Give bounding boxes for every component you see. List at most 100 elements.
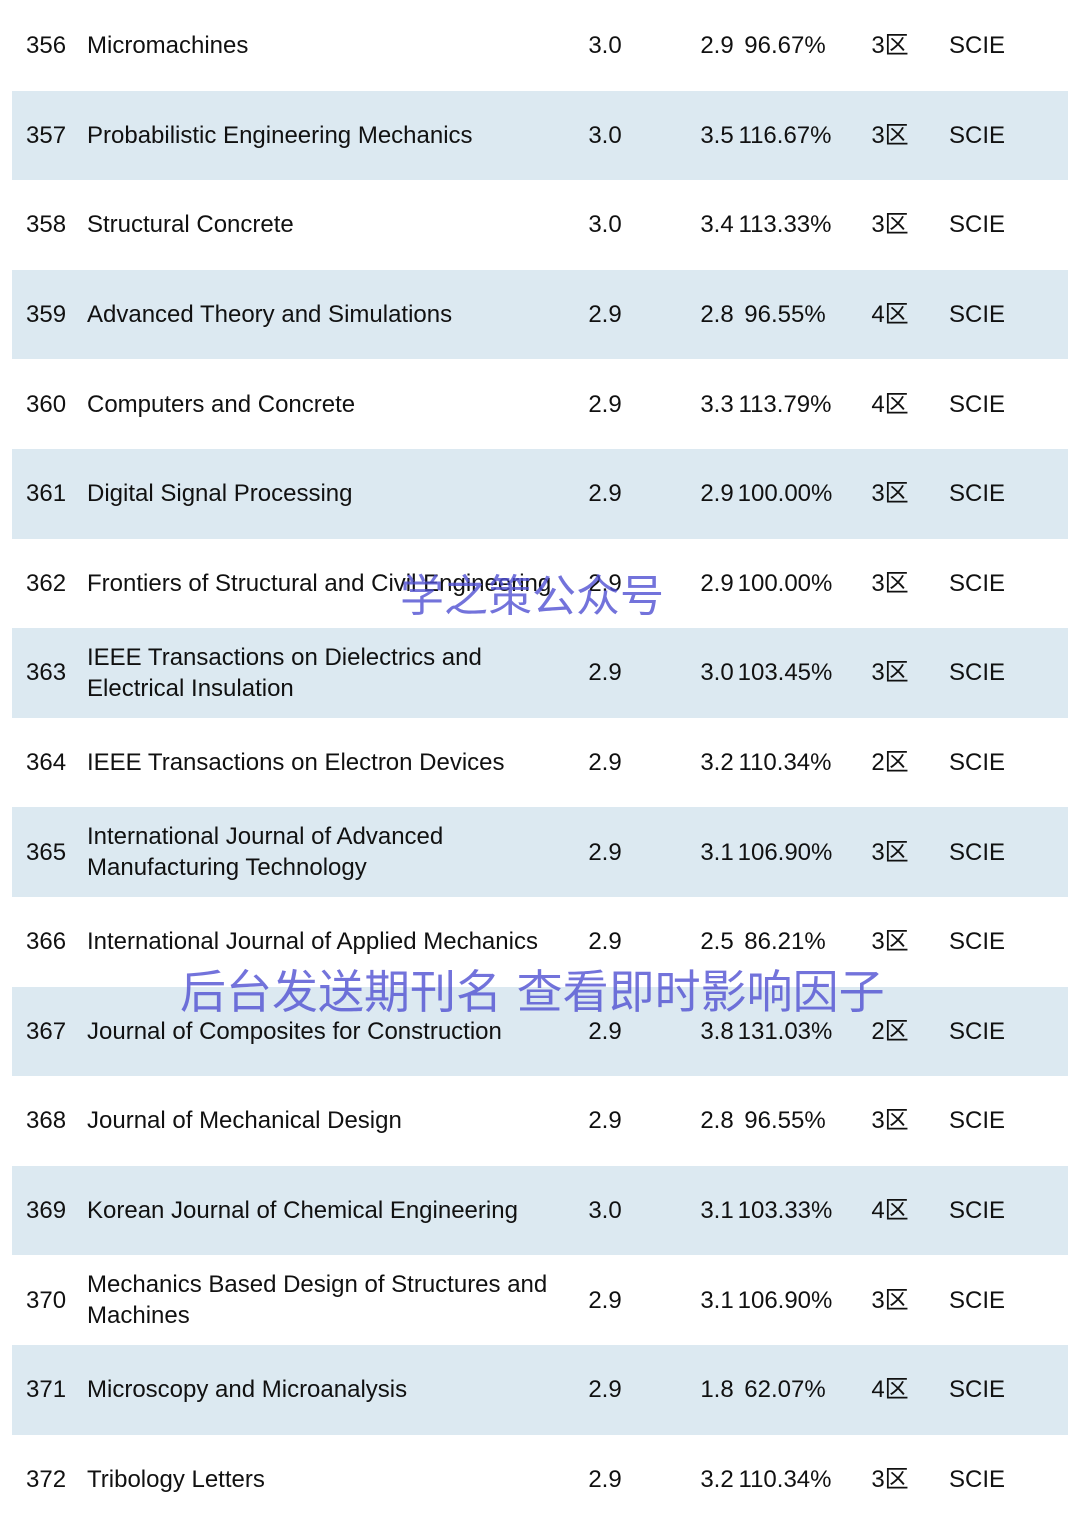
row-number: 369: [26, 1197, 67, 1225]
zone: 3区: [871, 32, 909, 60]
journal-name: International Journal of Advanced Manufa…: [87, 823, 444, 882]
journal-name: Journal of Composites for Construction: [87, 1017, 502, 1045]
zone: 3区: [871, 928, 909, 956]
journal-name: Computers and Concrete: [87, 390, 356, 418]
journal-name: Digital Signal Processing: [87, 480, 353, 508]
zone: 3区: [871, 1465, 909, 1493]
growth-rate: 96.55%: [744, 1107, 826, 1135]
zone: 3区: [871, 480, 909, 508]
row-number: 359: [26, 301, 67, 329]
table-row: 368 Journal of Mechanical Design 2.9 2.8 96.…: [12, 1076, 1068, 1166]
impact-factor: 2.9: [588, 1376, 622, 1404]
new-impact-factor: 2.8: [700, 301, 734, 329]
impact-factor: 2.9: [588, 1286, 622, 1314]
table-row: 372 Tribology Letters 2.9 3.2 110.34% 3区 SCIE: [12, 1435, 1068, 1525]
row-number: 368: [26, 1107, 67, 1135]
impact-factor: 2.9: [588, 1465, 622, 1493]
index: SCIE: [948, 749, 1005, 777]
impact-factor: 3.0: [588, 211, 622, 239]
table-row: 370 Mechanics Based Design of Structures …: [12, 1255, 1068, 1345]
zone: 3区: [871, 659, 909, 687]
impact-factor: 2.9: [588, 569, 622, 597]
index: SCIE: [948, 301, 1005, 329]
new-impact-factor: 3.3: [700, 390, 734, 418]
zone: 4区: [871, 1376, 909, 1404]
new-impact-factor: 3.2: [700, 749, 734, 777]
growth-rate: 96.55%: [744, 301, 826, 329]
journal-name: Korean Journal of Chemical Engineering: [87, 1197, 518, 1225]
index: SCIE: [948, 1376, 1005, 1404]
new-impact-factor: 3.0: [700, 659, 734, 687]
row-number: 367: [26, 1017, 67, 1045]
zone: 3区: [871, 121, 909, 149]
table-row: 364 IEEE Transactions on Electron Devices…: [12, 718, 1068, 808]
journal-name: Frontiers of Structural and Civil Engine…: [87, 569, 552, 597]
journal-name: Journal of Mechanical Design: [87, 1107, 402, 1135]
row-number: 360: [26, 390, 67, 418]
row-number: 371: [26, 1376, 67, 1404]
zone: 3区: [871, 1286, 909, 1314]
impact-factor: 2.9: [588, 1017, 622, 1045]
growth-rate: 100.00%: [737, 480, 833, 508]
impact-factor: 2.9: [588, 1107, 622, 1135]
index: SCIE: [948, 211, 1005, 239]
watermark: 后台发送期刊名 查看即时影响因子: [180, 965, 885, 1019]
impact-factor: 3.0: [588, 1197, 622, 1225]
zone: 4区: [871, 1197, 909, 1225]
zone: 4区: [871, 301, 909, 329]
index: SCIE: [948, 1197, 1005, 1225]
new-impact-factor: 2.9: [700, 569, 734, 597]
index: SCIE: [948, 838, 1005, 866]
row-number: 363: [26, 659, 67, 687]
table-row: 357 Probabilistic Engineering Mechanics 3.…: [12, 90, 1068, 181]
watermark: 学之策公众号: [400, 571, 664, 622]
table-row: 363 IEEE Transactions on Dielectrics and …: [12, 628, 1068, 718]
new-impact-factor: 2.8: [700, 1107, 734, 1135]
table-row: 358 Structural Concrete 3.0 3.4 113.33% 3区 SCI…: [12, 180, 1068, 270]
zone: 3区: [871, 569, 909, 597]
growth-rate: 96.67%: [744, 32, 826, 60]
zone: 3区: [871, 1107, 909, 1135]
index: SCIE: [948, 1286, 1005, 1314]
growth-rate: 131.03%: [737, 1017, 833, 1045]
journal-name: Microscopy and Microanalysis: [87, 1376, 408, 1404]
zone: 2区: [871, 1017, 909, 1045]
journal-name: Probabilistic Engineering Mechanics: [87, 121, 473, 149]
index: SCIE: [948, 1017, 1005, 1045]
row-number: 365: [26, 838, 67, 866]
growth-rate: 116.67%: [738, 121, 832, 149]
table-row: 369 Korean Journal of Chemical Engineerin…: [12, 1165, 1068, 1256]
zone: 4区: [871, 390, 909, 418]
new-impact-factor: 2.5: [700, 928, 734, 956]
index: SCIE: [948, 1107, 1005, 1135]
index: SCIE: [948, 659, 1005, 687]
table-row: 360 Computers and Concrete 2.9 3.3 113.79% 4区…: [12, 359, 1068, 449]
index: SCIE: [948, 569, 1005, 597]
new-impact-factor: 3.1: [700, 1197, 734, 1225]
impact-factor: 2.9: [588, 928, 622, 956]
journal-name: Advanced Theory and Simulations: [87, 301, 453, 329]
journal-name: IEEE Transactions on Electron Devices: [87, 749, 505, 777]
journal-name: Structural Concrete: [87, 211, 294, 239]
impact-factor: 2.9: [588, 838, 622, 866]
growth-rate: 106.90%: [737, 838, 833, 866]
new-impact-factor: 3.5: [700, 121, 734, 149]
row-number: 366: [26, 928, 67, 956]
table-row: 366 International Journal of Applied Mech…: [12, 897, 1068, 987]
new-impact-factor: 3.4: [700, 211, 734, 239]
table-row: 361 Digital Signal Processing 2.9 2.9 100.00…: [12, 449, 1068, 539]
growth-rate: 110.34%: [738, 1465, 832, 1493]
row-number: 370: [26, 1286, 67, 1314]
impact-factor: 2.9: [588, 301, 622, 329]
journal-name: IEEE Transactions on Dielectrics and Ele…: [87, 643, 482, 702]
journal-name: Micromachines: [87, 32, 249, 60]
new-impact-factor: 3.1: [700, 838, 734, 866]
new-impact-factor: 3.2: [700, 1465, 734, 1493]
new-impact-factor: 2.9: [700, 32, 734, 60]
table-row: 362 Frontiers of Structural and Civil Eng…: [12, 539, 1068, 629]
impact-factor: 2.9: [588, 749, 622, 777]
zone: 3区: [871, 211, 909, 239]
index: SCIE: [948, 928, 1005, 956]
new-impact-factor: 2.9: [700, 480, 734, 508]
growth-rate: 62.07%: [744, 1376, 826, 1404]
